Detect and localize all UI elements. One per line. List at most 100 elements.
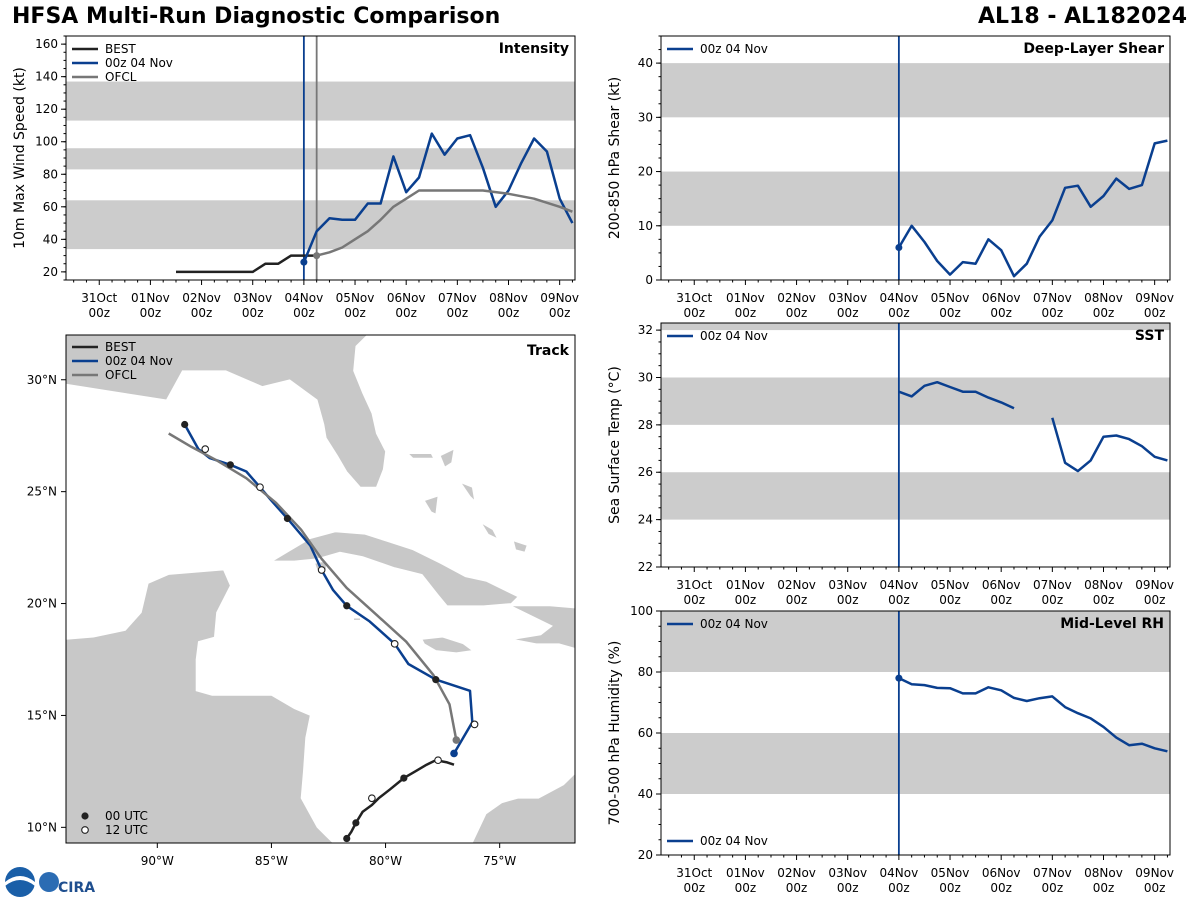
- land-polygon: [353, 617, 361, 621]
- shear-ytick-label: 30: [638, 110, 653, 124]
- cira-logo: CIRA: [5, 867, 95, 897]
- land-polygon: [66, 335, 387, 488]
- intensity-ytick-label: 60: [43, 200, 58, 214]
- intensity-ytick-label: 120: [35, 102, 58, 116]
- track-point-00utc: [181, 420, 189, 429]
- track-point-00utc: [352, 819, 360, 827]
- rh-xtick-day: 04Nov: [880, 866, 919, 880]
- intensity-xtick-day: 08Nov: [489, 291, 528, 305]
- track-xtick-label: 85°W: [255, 854, 288, 868]
- shear-xtick-day: 03Nov: [828, 291, 867, 305]
- shear-band: [661, 63, 1170, 118]
- sst-series-line: [898, 380, 1015, 410]
- sst-xtick-hour: 00z: [1093, 593, 1115, 607]
- rh-xtick-day: 31Oct: [676, 866, 712, 880]
- track-ofcl-init: [452, 736, 461, 744]
- shear-xtick-day: 01Nov: [726, 291, 765, 305]
- intensity-legend-label: OFCL: [105, 70, 137, 84]
- track-point-12utc: [470, 720, 479, 729]
- track-ytick-label: 30°N: [27, 373, 57, 387]
- rh-xtick-day: 08Nov: [1084, 866, 1123, 880]
- track-legend-label: 00z 04 Nov: [105, 354, 173, 368]
- track-legend-label: OFCL: [105, 368, 137, 382]
- intensity-band: [66, 200, 575, 250]
- track-xtick-label: 75°W: [483, 854, 516, 868]
- track-point-12utc: [201, 445, 210, 453]
- sst-xtick-hour: 00z: [1144, 593, 1166, 607]
- sst-frame: [660, 322, 1171, 568]
- track-point-12utc: [390, 639, 399, 648]
- intensity-legend-label: BEST: [105, 42, 136, 56]
- intensity-xtick-hour: 00z: [395, 306, 417, 320]
- shear-series-line: [897, 139, 1168, 278]
- rh-panel: 2040608010031Oct00z01Nov00z02Nov00z03Nov…: [607, 604, 1174, 895]
- track-title: Track: [527, 343, 570, 359]
- rh-xtick-hour: 00z: [939, 881, 961, 895]
- rh-ytick-label: 60: [638, 726, 653, 740]
- sst-xtick-day: 31Oct: [676, 578, 712, 592]
- intensity-series-line: [176, 254, 317, 274]
- intensity-band: [66, 148, 575, 170]
- sst-title: SST: [1135, 328, 1165, 344]
- intensity-xtick-hour: 00z: [191, 306, 213, 320]
- intensity-panel: 2040608010012014016031Oct00z01Nov00z02No…: [12, 35, 579, 320]
- track-xtick-label: 80°W: [369, 854, 402, 868]
- rh-legend-label: 00z 04 Nov: [700, 617, 768, 631]
- intensity-xtick-hour: 00z: [498, 306, 520, 320]
- rh-legend-label: 00z 04 Nov: [700, 834, 768, 848]
- track-panel: 90°W 85°W 80°W 75°W 10°N 15°N 20°N 25°N 30°N Trac…: [27, 334, 576, 868]
- shear-xtick-hour: 00z: [837, 306, 859, 320]
- intensity-xtick-hour: 00z: [242, 306, 264, 320]
- shear-ytick-label: 0: [645, 273, 653, 287]
- land-polygon: [423, 495, 439, 515]
- track-run-init: [450, 749, 458, 758]
- land-polygon: [512, 540, 528, 553]
- track-point-12utc: [434, 756, 442, 765]
- track-ytick-label: 10°N: [27, 820, 57, 834]
- intensity-series-line: [302, 132, 574, 263]
- rh-xtick-hour: 00z: [735, 881, 757, 895]
- shear-xtick-hour: 00z: [888, 306, 910, 320]
- land-polygon: [510, 605, 575, 649]
- track-point-00utc: [343, 834, 351, 843]
- rh-xtick-hour: 00z: [1093, 881, 1115, 895]
- intensity-ytick-label: 20: [43, 265, 58, 279]
- sst-xtick-day: 02Nov: [777, 578, 816, 592]
- rh-legend-bottom: 00z 04 Nov: [667, 834, 768, 848]
- shear-init-marker: [895, 243, 903, 251]
- shear-band: [661, 171, 1170, 226]
- sst-xtick-day: 04Nov: [880, 578, 919, 592]
- rh-xtick-hour: 00z: [990, 881, 1012, 895]
- intensity-xtick-hour: 00z: [88, 306, 110, 320]
- land-polygon: [481, 522, 499, 540]
- track-point-00utc: [400, 774, 408, 782]
- rh-xtick-day: 07Nov: [1033, 866, 1072, 880]
- legend-12utc-marker: [81, 826, 89, 834]
- track-xtick-label: 90°W: [141, 854, 174, 868]
- rh-ytick-label: 20: [638, 848, 653, 862]
- shear-xtick-day: 09Nov: [1135, 291, 1174, 305]
- intensity-xtick-day: 31Oct: [81, 291, 117, 305]
- intensity-xtick-day: 04Nov: [285, 291, 324, 305]
- intensity-xtick-hour: 00z: [549, 306, 571, 320]
- track-point-00utc: [226, 461, 234, 469]
- rh-xtick-hour: 00z: [786, 881, 808, 895]
- sst-xtick-hour: 00z: [837, 593, 859, 607]
- shear-xtick-day: 06Nov: [982, 291, 1021, 305]
- intensity-xtick-hour: 00z: [447, 306, 469, 320]
- legend-00utc-label: 00 UTC: [105, 809, 148, 823]
- sst-xtick-day: 03Nov: [828, 578, 867, 592]
- rh-ylabel: 700-500 hPa Humidity (%): [607, 641, 623, 826]
- shear-xtick-hour: 00z: [939, 306, 961, 320]
- rh-ytick-label: 100: [630, 604, 653, 618]
- intensity-legend-label: 00z 04 Nov: [105, 56, 173, 70]
- shear-ytick-label: 20: [638, 165, 653, 179]
- intensity-xtick-day: 09Nov: [540, 291, 579, 305]
- sst-ytick-label: 28: [638, 418, 653, 432]
- land-polygon: [444, 773, 575, 843]
- sst-xtick-hour: 00z: [939, 593, 961, 607]
- land-polygon: [66, 569, 334, 843]
- shear-xtick-hour: 00z: [683, 306, 705, 320]
- track-line: [168, 432, 458, 741]
